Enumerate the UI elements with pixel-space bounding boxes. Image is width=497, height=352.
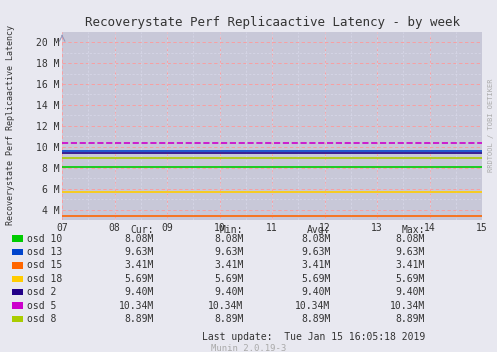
Text: 10.34M: 10.34M: [390, 301, 425, 310]
Text: 8.89M: 8.89M: [396, 314, 425, 324]
Text: 10.34M: 10.34M: [208, 301, 244, 310]
Text: 5.69M: 5.69M: [396, 274, 425, 284]
Text: Avg:: Avg:: [307, 225, 331, 235]
Title: Recoverystate Perf Replicaactive Latency - by week: Recoverystate Perf Replicaactive Latency…: [84, 16, 460, 29]
Text: 8.08M: 8.08M: [214, 234, 244, 244]
Text: 9.63M: 9.63M: [301, 247, 331, 257]
Text: 3.41M: 3.41M: [214, 260, 244, 270]
Text: osd 18: osd 18: [27, 274, 63, 284]
Text: 3.41M: 3.41M: [396, 260, 425, 270]
Text: Munin 2.0.19-3: Munin 2.0.19-3: [211, 344, 286, 352]
Text: Max:: Max:: [402, 225, 425, 235]
Text: Last update:  Tue Jan 15 16:05:18 2019: Last update: Tue Jan 15 16:05:18 2019: [202, 332, 425, 342]
Text: 10.34M: 10.34M: [295, 301, 331, 310]
Text: 5.69M: 5.69M: [301, 274, 331, 284]
Text: 8.08M: 8.08M: [396, 234, 425, 244]
Text: osd 2: osd 2: [27, 287, 57, 297]
Text: 8.08M: 8.08M: [125, 234, 154, 244]
Text: 9.63M: 9.63M: [396, 247, 425, 257]
Text: osd 10: osd 10: [27, 234, 63, 244]
Text: osd 15: osd 15: [27, 260, 63, 270]
Text: 8.89M: 8.89M: [125, 314, 154, 324]
Text: osd 8: osd 8: [27, 314, 57, 324]
Text: 8.89M: 8.89M: [214, 314, 244, 324]
Text: 5.69M: 5.69M: [214, 274, 244, 284]
Text: 9.63M: 9.63M: [125, 247, 154, 257]
Text: 9.40M: 9.40M: [396, 287, 425, 297]
Text: 9.40M: 9.40M: [125, 287, 154, 297]
Text: 9.40M: 9.40M: [214, 287, 244, 297]
Text: 5.69M: 5.69M: [125, 274, 154, 284]
Text: 3.41M: 3.41M: [125, 260, 154, 270]
Text: Recoverystate Perf Replicaactive Latency: Recoverystate Perf Replicaactive Latency: [6, 25, 15, 225]
Text: osd 13: osd 13: [27, 247, 63, 257]
Text: 9.63M: 9.63M: [214, 247, 244, 257]
Text: Cur:: Cur:: [131, 225, 154, 235]
Text: Min:: Min:: [220, 225, 244, 235]
Text: osd 5: osd 5: [27, 301, 57, 310]
Text: 8.08M: 8.08M: [301, 234, 331, 244]
Text: 9.40M: 9.40M: [301, 287, 331, 297]
Text: 10.34M: 10.34M: [119, 301, 154, 310]
Text: RRDTOOL / TOBI OETIKER: RRDTOOL / TOBI OETIKER: [488, 78, 494, 172]
Text: 3.41M: 3.41M: [301, 260, 331, 270]
Text: 8.89M: 8.89M: [301, 314, 331, 324]
